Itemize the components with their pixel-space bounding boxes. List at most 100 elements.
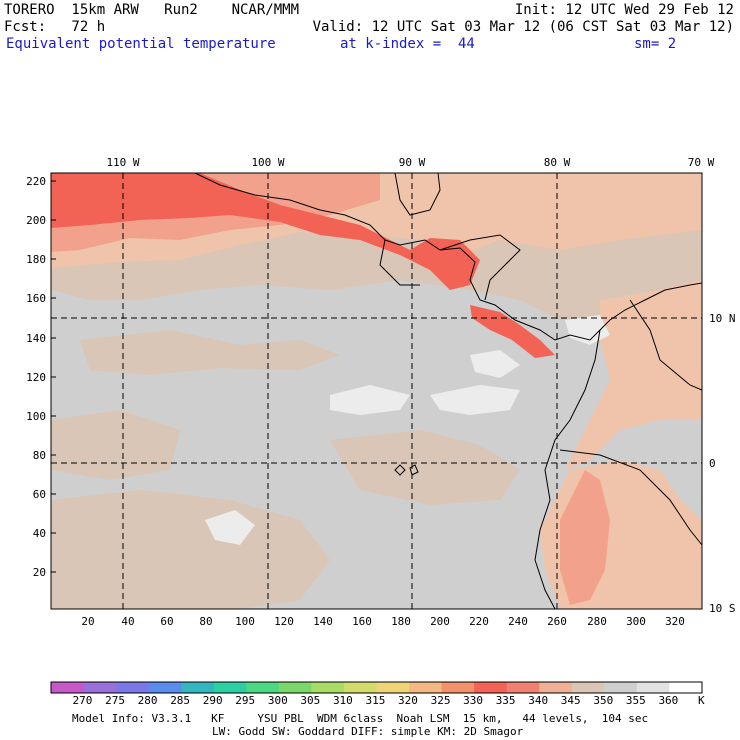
x-tick-label: 60 — [160, 615, 173, 628]
white-patch-2 — [430, 385, 520, 415]
colorbar-swatch — [636, 682, 670, 693]
lat-label: 10 N — [709, 312, 736, 325]
level-index: at k-index = 44 — [340, 36, 475, 52]
latitude-labels: 10 N 0 10 S — [709, 312, 736, 615]
lon-label: 100 W — [251, 156, 284, 169]
colorbar-label: 360 — [658, 694, 679, 707]
colorbar-label: 330 — [463, 694, 484, 707]
colorbar-label: 345 — [560, 694, 581, 707]
y-tick-label: 40 — [33, 527, 46, 540]
header-valid-time: Valid: 12 UTC Sat 03 Mar 12 (06 CST Sat … — [312, 19, 734, 35]
salmon-region-andes — [560, 470, 610, 605]
x-tick-label: 180 — [391, 615, 411, 628]
y-tick-label: 20 — [33, 566, 46, 579]
colorbar-swatch — [409, 682, 443, 693]
colorbar-label: 310 — [332, 694, 353, 707]
lon-label: 110 W — [106, 156, 139, 169]
theta-e-field — [51, 173, 702, 609]
x-tick-label: 120 — [274, 615, 294, 628]
tan-region-east — [330, 430, 520, 505]
colorbar-swatch — [376, 682, 410, 693]
colorbar-label: 325 — [430, 694, 451, 707]
y-tick-label: 160 — [26, 292, 46, 305]
colorbar-swatch — [116, 682, 150, 693]
tan-region-mid — [80, 330, 340, 375]
y-tick-label: 120 — [26, 371, 46, 384]
colorbar-label: 340 — [528, 694, 549, 707]
colorbar-label: 270 — [72, 694, 93, 707]
smoothing-label: sm= 2 — [634, 36, 677, 52]
x-tick-label: 220 — [469, 615, 489, 628]
colorbar-swatch — [571, 682, 605, 693]
colorbar-label: 300 — [267, 694, 288, 707]
x-tick-label: 280 — [587, 615, 607, 628]
colorbar-swatch — [474, 682, 508, 693]
red-region-mexico-coast — [51, 173, 480, 290]
colorbar-label: 355 — [625, 694, 646, 707]
field-name: Equivalent potential temperature — [6, 36, 276, 52]
x-tick-label: 160 — [352, 615, 372, 628]
x-tick-label: 320 — [665, 615, 685, 628]
colorbar-swatch — [539, 682, 573, 693]
colorbar — [50, 681, 703, 694]
y-tick-label: 180 — [26, 253, 46, 266]
header-title: TORERO 15km ARW Run2 NCAR/MMM — [4, 2, 300, 18]
colorbar-label: 350 — [593, 694, 614, 707]
y-tick-label: 100 — [26, 410, 46, 423]
colorbar-label: 305 — [300, 694, 321, 707]
colorbar-label: 285 — [170, 694, 191, 707]
colorbar-swatch — [181, 682, 215, 693]
colorbar-swatch — [669, 682, 703, 693]
colorbar-swatch — [51, 682, 85, 693]
colorbar-frame — [50, 681, 703, 694]
peach-region-colombia — [565, 280, 702, 470]
colorbar-swatch — [278, 682, 312, 693]
x-tick-label: 260 — [547, 615, 567, 628]
colorbar-swatch — [148, 682, 182, 693]
coastlines — [194, 173, 702, 609]
header-forecast-hour: Fcst: 72 h — [4, 19, 106, 35]
y-tick-label: 140 — [26, 332, 46, 345]
colorbar-swatch — [441, 682, 475, 693]
lat-label: 10 S — [709, 602, 736, 615]
colorbar-label: 275 — [105, 694, 125, 707]
colorbar-label: 290 — [202, 694, 223, 707]
colorbar-swatch — [311, 682, 345, 693]
axis-ticks — [51, 180, 56, 573]
colorbar-label: 315 — [365, 694, 386, 707]
x-tick-label: 100 — [235, 615, 255, 628]
y-tick-label: 60 — [33, 488, 46, 501]
x-tick-label: 200 — [430, 615, 450, 628]
lon-label: 90 W — [399, 156, 426, 169]
x-tick-label: 20 — [81, 615, 94, 628]
colorbar-swatch — [506, 682, 540, 693]
colorbar-label: 320 — [398, 694, 418, 707]
map-frame — [50, 172, 703, 610]
colorbar-swatch — [213, 682, 247, 693]
white-patch-1 — [330, 385, 410, 415]
model-info-line2: LW: Godd SW: Goddard DIFF: simple KM: 2D… — [212, 725, 524, 738]
lon-label: 70 W — [688, 156, 715, 169]
y-tick-label: 220 — [26, 175, 46, 188]
model-info-line1: Model Info: V3.3.1 KF YSU PBL WDM 6class… — [72, 712, 649, 725]
header-init-time: Init: 12 UTC Wed 29 Feb 12 — [514, 2, 734, 18]
y-tick-label: 200 — [26, 214, 46, 227]
colorbar-label: 335 — [495, 694, 516, 707]
colorbar-label: 280 — [137, 694, 158, 707]
x-tick-label: 40 — [121, 615, 134, 628]
x-tick-label: 140 — [313, 615, 333, 628]
x-tick-label: 80 — [199, 615, 212, 628]
colorbar-unit: K — [698, 694, 705, 707]
x-tick-label: 240 — [508, 615, 528, 628]
colorbar-swatch — [246, 682, 280, 693]
graticule — [51, 173, 702, 609]
y-tick-labels: 220 200 180 160 140 120 100 80 60 40 20 — [26, 175, 46, 579]
white-patch-3 — [470, 350, 520, 378]
colorbar-swatch — [83, 682, 117, 693]
lat-label: 0 — [709, 457, 716, 470]
y-tick-label: 80 — [33, 449, 46, 462]
x-tick-label: 300 — [626, 615, 646, 628]
lon-label: 80 W — [544, 156, 571, 169]
tan-region-south — [51, 490, 330, 609]
